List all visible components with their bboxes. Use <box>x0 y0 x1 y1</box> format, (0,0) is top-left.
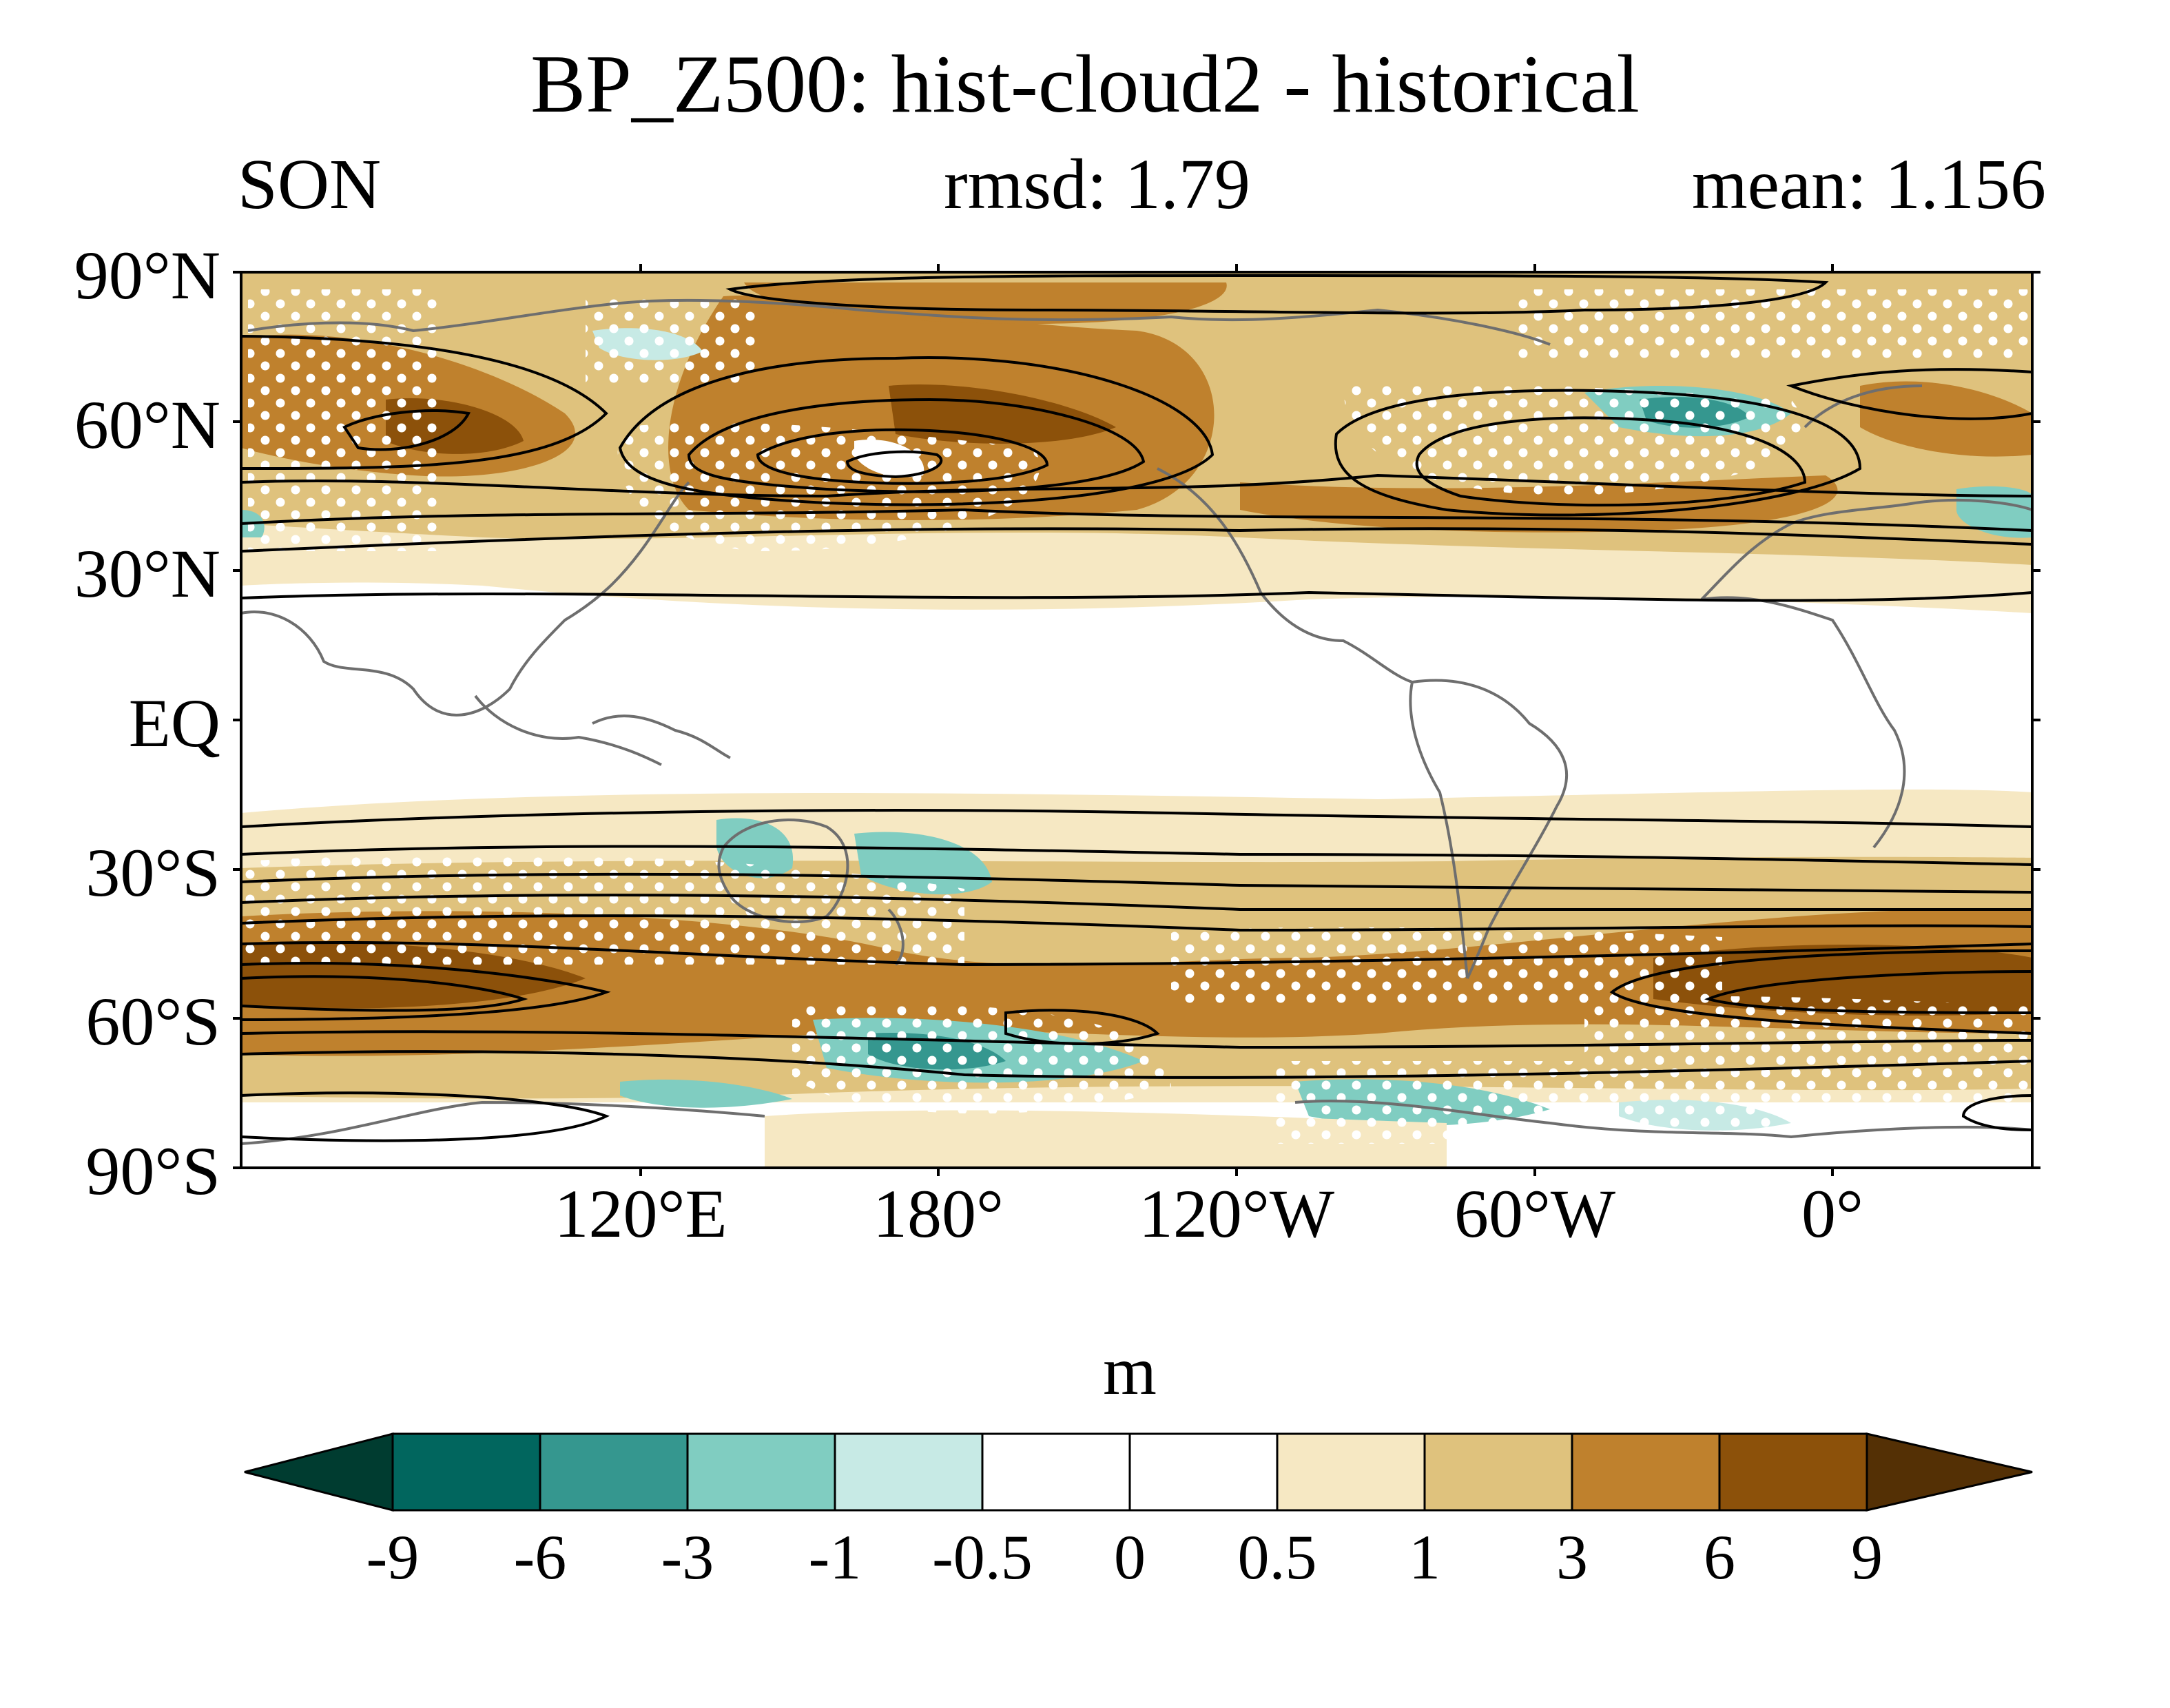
lat-label-60n: 60°N <box>74 387 220 463</box>
colorbar-level-label: 1 <box>1409 1522 1440 1592</box>
colorbar <box>244 1432 2033 1512</box>
colorbar-swatch <box>686 1432 836 1512</box>
colorbar-extend-low <box>244 1432 394 1512</box>
lat-label-30s: 30°S <box>85 834 220 911</box>
colorbar-swatch <box>1128 1432 1279 1512</box>
lon-label-0: 0° <box>1801 1175 1863 1252</box>
colorbar-level-label: 3 <box>1556 1522 1588 1592</box>
season-label: SON <box>238 145 382 224</box>
colorbar-swatch <box>1571 1432 1721 1512</box>
colorbar-swatch <box>1718 1432 1868 1512</box>
colorbar-level-label: -6 <box>513 1522 567 1592</box>
colorbar-swatch <box>834 1432 984 1512</box>
lon-label-120w: 120°W <box>1138 1175 1335 1252</box>
colorbar-level-label: 6 <box>1704 1522 1735 1592</box>
colorbar-swatch <box>1423 1432 1573 1512</box>
colorbar-level-label: -0.5 <box>932 1522 1033 1592</box>
lat-label-eq: EQ <box>128 685 220 761</box>
lat-label-90n: 90°N <box>74 237 220 313</box>
colorbar-extend-high <box>1866 1432 2033 1512</box>
colorbar-swatch <box>539 1432 689 1512</box>
colorbar-unit: m <box>1103 1333 1157 1409</box>
map-panel <box>241 272 2032 1168</box>
significance-stippling <box>241 289 2032 1144</box>
colorbar-level-label: 0.5 <box>1237 1522 1317 1592</box>
colorbar-level-label: -9 <box>366 1522 420 1592</box>
climatology-contours <box>241 274 2032 1142</box>
lon-label-120e: 120°E <box>554 1175 727 1252</box>
lat-label-30n: 30°N <box>74 535 220 612</box>
axis-ticks <box>233 264 2040 1176</box>
lat-label-60s: 60°S <box>85 983 220 1060</box>
rmsd-label: rmsd: 1.79 <box>944 145 1250 224</box>
lon-label-60w: 60°W <box>1454 1175 1616 1252</box>
colorbar-level-label: 0 <box>1114 1522 1146 1592</box>
colorbar-swatch <box>981 1432 1131 1512</box>
mean-label: mean: 1.156 <box>1691 145 2046 224</box>
colorbar-level-label: 9 <box>1851 1522 1883 1592</box>
lon-label-180: 180° <box>873 1175 1004 1252</box>
colorbar-level-label: -3 <box>661 1522 714 1592</box>
colorbar-swatch <box>1276 1432 1426 1512</box>
map-title: BP_Z500: hist-cloud2 - historical <box>530 38 1640 130</box>
colorbar-swatch <box>391 1432 541 1512</box>
colorbar-level-label: -1 <box>808 1522 862 1592</box>
lat-label-90s: 90°S <box>85 1133 220 1209</box>
